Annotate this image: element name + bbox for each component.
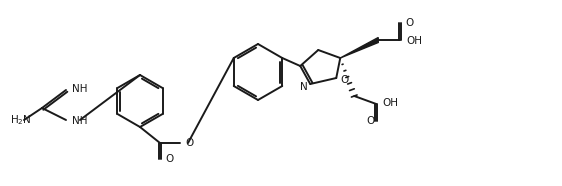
Text: O: O [185, 138, 193, 148]
Text: $\rm H_2N$: $\rm H_2N$ [10, 113, 31, 127]
Text: O: O [405, 18, 414, 28]
Text: O: O [366, 116, 374, 126]
Text: N: N [301, 82, 308, 92]
Text: NH: NH [72, 84, 88, 94]
Text: O: O [165, 154, 173, 164]
Polygon shape [340, 38, 378, 58]
Text: OH: OH [406, 36, 422, 46]
Text: NH: NH [72, 116, 88, 126]
Text: O: O [340, 75, 348, 85]
Text: OH: OH [382, 98, 398, 108]
